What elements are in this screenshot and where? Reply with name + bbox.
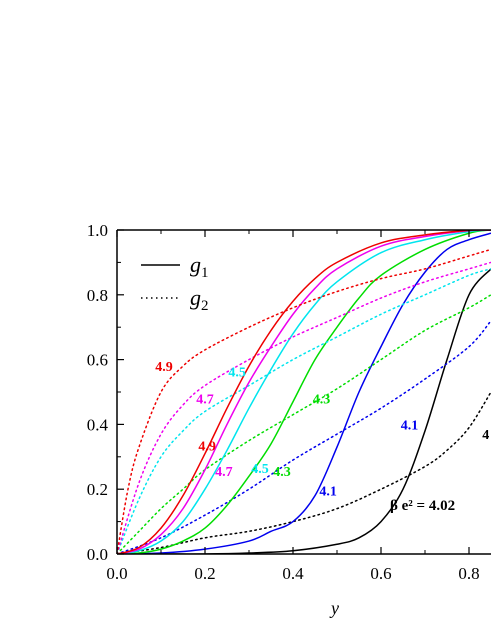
curve-label-4-02: 4 bbox=[482, 428, 489, 443]
parameter-label: β e² = 4.02 bbox=[390, 498, 455, 514]
curve-g2-4-1 bbox=[117, 319, 491, 554]
curve-labels-layer: 4.9 4.7 4.5 4.9 4.7 4.5 4.3 4.3 4.1 4.1 4 bbox=[155, 360, 489, 500]
y-tick-label: 0.4 bbox=[87, 415, 109, 434]
x-tick-label: 0.6 bbox=[370, 564, 391, 583]
x-tick-label: 0.8 bbox=[458, 564, 479, 583]
curve-label-4-7: 4.7 bbox=[215, 465, 233, 480]
axes-layer: 0.0 0.2 0.4 0.6 0.8 0.0 0.2 0.4 0.6 0.8 1.0 bbox=[87, 221, 491, 583]
curves-layer bbox=[117, 230, 491, 554]
curve-g1-4-9 bbox=[117, 230, 491, 554]
curve-g2-4-02 bbox=[117, 391, 491, 554]
y-tick-label: 0.0 bbox=[87, 545, 108, 564]
legend: g1 g2 bbox=[141, 252, 209, 314]
curve-label-4-3: 4.3 bbox=[273, 465, 291, 480]
curve-g1-4-1 bbox=[117, 232, 491, 554]
legend-g1-label: g1 bbox=[190, 252, 209, 281]
curve-g2-4-3 bbox=[117, 294, 491, 554]
curve-label-4-9: 4.9 bbox=[198, 439, 216, 454]
curve-g2-4-9 bbox=[117, 248, 491, 554]
y-tick-label: 1.0 bbox=[87, 221, 108, 240]
x-tick-label: 0.0 bbox=[106, 564, 127, 583]
curve-g1-4-3 bbox=[117, 230, 491, 554]
curve-g1-4-5 bbox=[117, 230, 491, 554]
curve-label-4-7: 4.7 bbox=[196, 392, 214, 407]
curve-label-4-1: 4.1 bbox=[401, 418, 419, 433]
y-tick-label: 0.2 bbox=[87, 480, 108, 499]
curve-g2-4-5 bbox=[117, 268, 491, 554]
curve-label-4-9: 4.9 bbox=[155, 360, 173, 375]
curve-g2-4-7 bbox=[117, 261, 491, 554]
curve-g1-4-7 bbox=[117, 230, 491, 554]
y-tick-label: 0.6 bbox=[87, 351, 108, 370]
x-tick-label: 0.2 bbox=[194, 564, 215, 583]
curve-label-4-5: 4.5 bbox=[228, 365, 246, 380]
x-axis-label: y bbox=[329, 598, 339, 618]
curve-label-4-3: 4.3 bbox=[313, 392, 331, 407]
curve-label-4-1: 4.1 bbox=[319, 485, 337, 500]
y-tick-label: 0.8 bbox=[87, 286, 108, 305]
curve-label-4-5: 4.5 bbox=[251, 462, 269, 477]
legend-g2-label: g2 bbox=[190, 285, 209, 314]
x-tick-label: 0.4 bbox=[282, 564, 304, 583]
